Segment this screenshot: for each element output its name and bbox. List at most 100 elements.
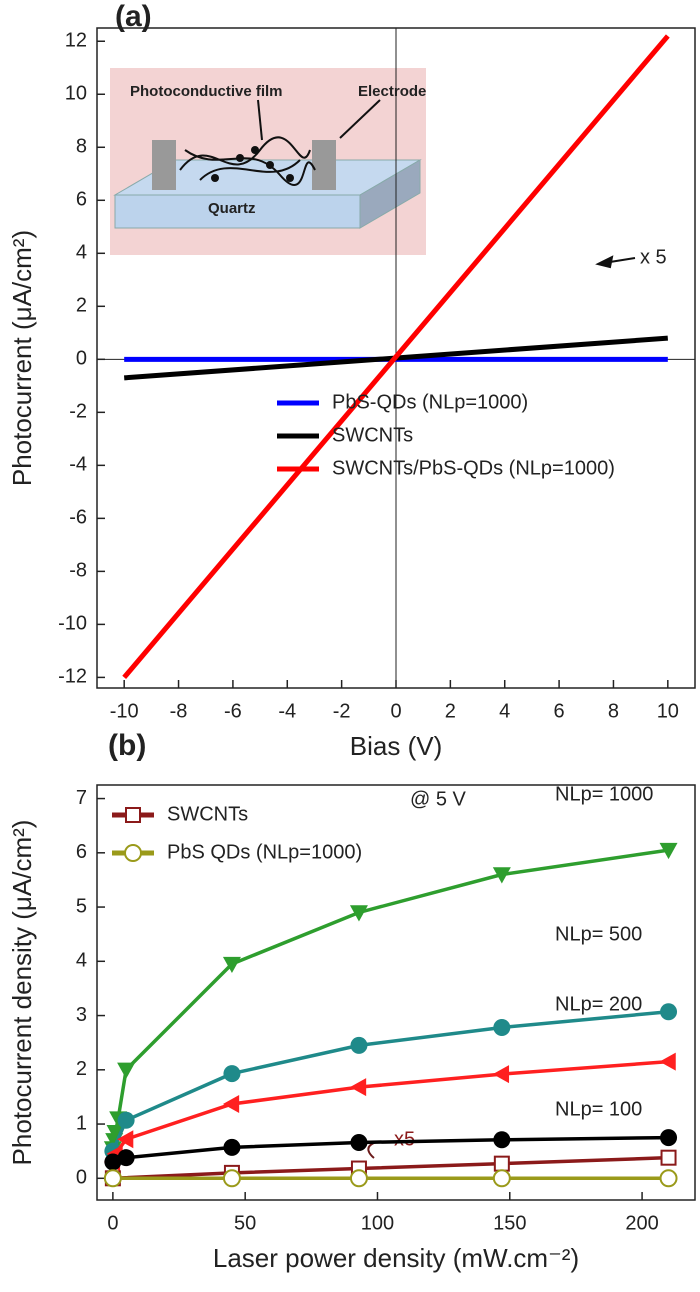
qd <box>251 146 259 154</box>
legend-label: PbS QDs (NLp=1000) <box>167 841 362 863</box>
y-tick-label: -4 <box>69 454 87 476</box>
marker <box>493 1131 511 1149</box>
series-line <box>122 34 670 680</box>
marker <box>223 1065 241 1083</box>
x-axis-label: Laser power density (mW.cm⁻²) <box>213 1243 579 1273</box>
x-tick-label: -6 <box>224 700 242 722</box>
y-tick-label: 6 <box>76 189 87 211</box>
marker <box>349 1169 368 1188</box>
x-tick-label: 0 <box>390 700 401 722</box>
marker <box>660 1149 677 1166</box>
marker <box>492 1169 511 1188</box>
y-tick-label: 2 <box>76 1058 87 1080</box>
inset-label: Photoconductive film <box>130 83 283 100</box>
marker <box>222 1169 241 1188</box>
y-axis-label: Photocurrent (μA/cm²) <box>7 230 37 486</box>
marker <box>659 1052 676 1071</box>
marker <box>350 1036 368 1054</box>
y-tick-label: 0 <box>76 348 87 370</box>
y-tick-label: 2 <box>76 295 87 317</box>
series-label: NLp= 200 <box>555 993 642 1015</box>
annotation: x 5 <box>640 246 667 268</box>
series-label: NLp= 100 <box>555 1098 642 1120</box>
annotation: @ 5 V <box>410 788 467 810</box>
marker <box>117 1111 135 1129</box>
marker <box>117 1062 136 1079</box>
y-tick-label: 8 <box>76 136 87 158</box>
qd <box>236 154 244 162</box>
inset-label: Quartz <box>208 200 256 217</box>
electrode <box>152 140 176 190</box>
x-tick-label: -4 <box>278 700 296 722</box>
series-line <box>112 1135 669 1164</box>
qd <box>286 174 294 182</box>
series-line <box>112 1155 669 1181</box>
series-label: NLp= 500 <box>555 923 642 945</box>
marker <box>117 1149 135 1167</box>
y-tick-label: -12 <box>58 666 87 688</box>
inset: Photoconductive film Electrode Quartz <box>110 68 426 255</box>
marker <box>660 1003 678 1021</box>
annotation: x5 <box>394 1128 415 1150</box>
marker <box>659 842 678 860</box>
marker <box>493 1155 510 1172</box>
marker <box>350 1133 368 1151</box>
marker <box>124 844 142 862</box>
marker <box>117 1130 134 1149</box>
legend-label: SWCNTs <box>167 803 248 825</box>
pointer <box>339 99 381 139</box>
x-tick-label: 0 <box>107 1212 118 1234</box>
y-tick-label: -10 <box>58 613 87 635</box>
y-tick-label: 5 <box>76 895 87 917</box>
x-tick-label: 100 <box>361 1212 394 1234</box>
y-tick-label: 6 <box>76 841 87 863</box>
y-tick-label: 7 <box>76 787 87 809</box>
marker <box>222 956 241 974</box>
inset-label: Electrode <box>358 83 426 100</box>
electrode <box>312 140 336 190</box>
legend-label: PbS-QDs (NLp=1000) <box>332 391 528 413</box>
x-tick-label: 150 <box>493 1212 526 1234</box>
x-tick-label: 2 <box>445 700 456 722</box>
marker <box>349 1078 367 1097</box>
series-line <box>111 1010 669 1152</box>
x-tick-label: -2 <box>333 700 351 722</box>
marker <box>492 1065 510 1084</box>
marker <box>125 807 141 823</box>
nanotubes <box>179 136 316 186</box>
y-tick-label: 1 <box>76 1112 87 1134</box>
panel-label: (a) <box>115 0 152 33</box>
x-tick-label: 10 <box>657 700 679 722</box>
y-tick-label: -6 <box>69 507 87 529</box>
legend-label: SWCNTs/PbS-QDs (NLp=1000) <box>332 457 615 479</box>
marker <box>106 1124 125 1142</box>
qd <box>266 161 274 169</box>
marker <box>492 867 511 884</box>
y-tick-label: 3 <box>76 1004 87 1026</box>
x-tick-label: 50 <box>234 1212 256 1234</box>
y-tick-label: -8 <box>69 560 87 582</box>
marker <box>659 1169 678 1188</box>
panel-label: (b) <box>108 729 146 762</box>
y-tick-label: 4 <box>76 950 87 972</box>
x-tick-label: 8 <box>608 700 619 722</box>
legend-label: SWCNTs <box>332 424 413 446</box>
plot-frame <box>96 784 696 1201</box>
marker <box>349 905 368 922</box>
x-tick-label: -10 <box>110 700 139 722</box>
marker <box>223 1138 241 1156</box>
x-tick-label: 200 <box>625 1212 658 1234</box>
x-tick-label: -8 <box>170 700 188 722</box>
y-tick-label: 4 <box>76 242 87 264</box>
marker <box>104 1153 122 1171</box>
marker <box>222 1094 240 1113</box>
marker <box>660 1129 678 1147</box>
x-tick-label: 4 <box>499 700 510 722</box>
marker <box>493 1018 511 1036</box>
x-tick-label: 6 <box>554 700 565 722</box>
y-tick-label: -2 <box>69 401 87 423</box>
y-axis-label: Photocurrent density (μA/cm²) <box>7 820 37 1166</box>
y-tick-label: 10 <box>65 83 87 105</box>
